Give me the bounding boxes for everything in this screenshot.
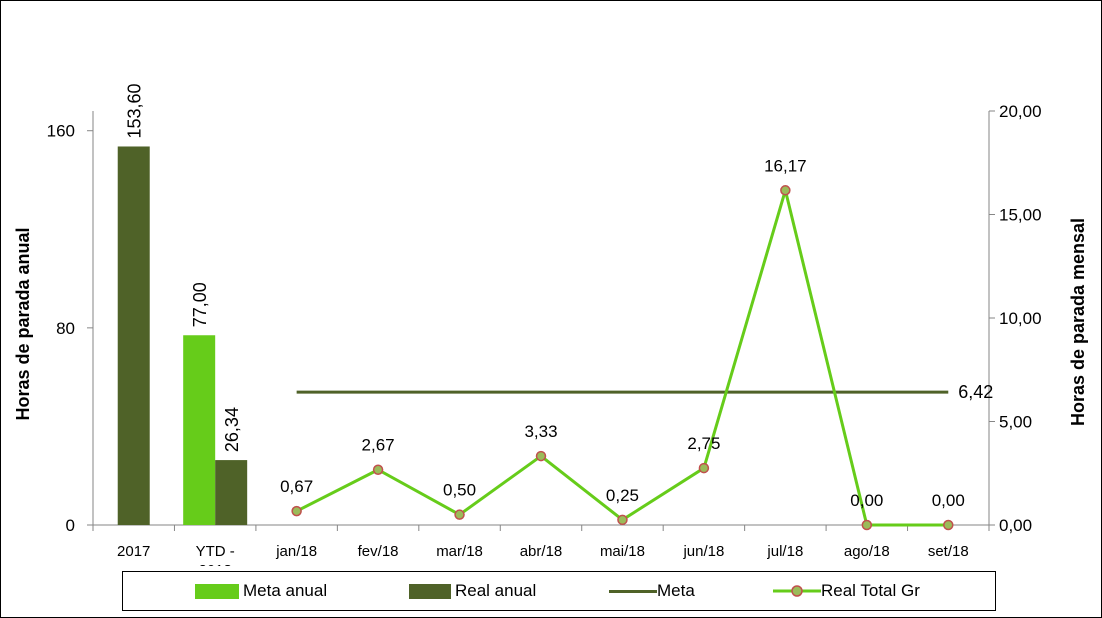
real-total-gr-value-label: 3,33 (524, 422, 557, 441)
real-total-gr-value-label: 2,75 (687, 434, 720, 453)
legend: Meta anual Real anual Meta Real Total Gr (122, 571, 996, 611)
x-tick-label: jun/18 (682, 543, 724, 560)
x-tick-label: abr/18 (520, 543, 563, 560)
x-tick-label: YTD -2018 (196, 543, 235, 566)
legend-item-meta: Meta (609, 572, 695, 610)
real-total-gr-value-label: 2,67 (362, 436, 395, 455)
legend-item-real-anual: Real anual (409, 572, 536, 610)
real-total-gr-point (535, 450, 547, 462)
legend-swatch-real-anual (409, 583, 451, 599)
bar-value-label: 153,60 (125, 83, 145, 138)
x-tick-label: fev/18 (358, 543, 399, 560)
bar-meta-anual (183, 335, 216, 525)
left-axis-title: Horas de parada anual (13, 227, 33, 420)
legend-line-marker-icon (773, 585, 821, 597)
right-tick-label: 0,00 (999, 516, 1032, 535)
x-tick-label: 2017 (117, 543, 150, 560)
bar-value-label: 26,34 (222, 407, 242, 452)
real-total-gr-value-label: 0,00 (850, 491, 883, 510)
x-tick-label: mai/18 (600, 543, 645, 560)
x-tick-label: mar/18 (436, 543, 483, 560)
real-total-gr-value-label: 16,17 (764, 156, 807, 175)
bars (117, 146, 248, 525)
chart-svg: 0 80 160 0,00 5,00 10,00 15,00 20,00 2017 YTD -20… (13, 83, 1088, 579)
real-total-gr-line (295, 188, 949, 527)
labels: 77,00 153,60 26,34 6,42 0,67 2,67 0,50 3,33 0,25… (125, 83, 994, 510)
right-axis-title: Horas de parada mensal (1068, 218, 1088, 426)
right-tick-label: 5,00 (999, 413, 1032, 432)
real-total-gr-point (454, 509, 465, 520)
real-total-gr-value-label: 0,67 (280, 477, 313, 496)
real-total-gr-point (780, 185, 791, 196)
legend-item-real-total-gr: Real Total Gr (773, 572, 920, 610)
left-tick-label: 80 (56, 319, 75, 338)
legend-label-meta-anual: Meta anual (243, 581, 328, 600)
x-tick-label: set/18 (928, 543, 969, 560)
real-total-gr-point (372, 464, 384, 475)
real-total-gr-point (698, 462, 710, 474)
x-tick-label: ago/18 (844, 543, 890, 560)
legend-swatch-meta (609, 589, 657, 593)
left-tick-label: 160 (47, 122, 75, 141)
right-tick-label: 10,00 (999, 309, 1042, 328)
real-total-gr-value-label: 0,25 (606, 486, 639, 505)
real-total-gr-value-label: 0,00 (932, 491, 965, 510)
legend-label-real-anual: Real anual (455, 581, 537, 600)
real-total-gr-value-label: 0,50 (443, 481, 476, 500)
right-tick-label: 15,00 (999, 206, 1042, 225)
real-total-gr-point (943, 519, 954, 531)
legend-label-real-total-gr: Real Total Gr (821, 581, 920, 600)
bar-real-anual (215, 460, 248, 525)
real-total-gr-point (617, 514, 628, 526)
meta-value-label: 6,42 (958, 382, 993, 402)
legend-item-meta-anual: Meta anual (195, 572, 327, 610)
legend-label-meta: Meta (657, 581, 695, 600)
bar-value-label: 77,00 (190, 282, 210, 327)
legend-swatch-meta-anual (195, 583, 239, 599)
bar-real-anual (117, 146, 150, 525)
left-tick-label: 0 (66, 516, 75, 535)
right-tick-label: 20,00 (999, 102, 1042, 121)
legend-swatch-real-total-gr (773, 582, 821, 600)
real-total-gr-point (861, 519, 873, 531)
x-tick-label: jul/18 (766, 543, 803, 560)
real-total-gr-point (291, 505, 302, 517)
x-tick-label: jan/18 (275, 543, 317, 560)
axes: 0 80 160 0,00 5,00 10,00 15,00 20,00 2017 YTD -20… (13, 102, 1088, 579)
lines (291, 185, 954, 531)
